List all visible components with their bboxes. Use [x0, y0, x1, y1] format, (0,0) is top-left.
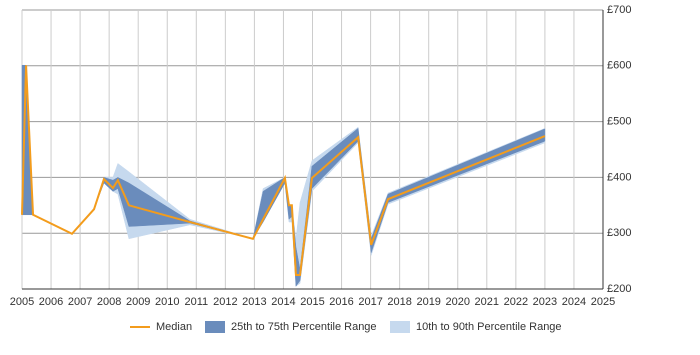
y-tick-label: £700 [607, 4, 631, 16]
legend-label: 10th to 90th Percentile Range [416, 321, 562, 333]
x-tick-label: 2006 [39, 296, 63, 308]
y-tick-label: £600 [607, 60, 631, 72]
x-tick-label: 2012 [213, 296, 237, 308]
legend-label: 25th to 75th Percentile Range [231, 321, 377, 333]
legend-swatch [205, 321, 225, 333]
y-tick-label: £500 [607, 116, 631, 128]
median-line [21, 65, 546, 277]
x-tick-label: 2019 [416, 296, 440, 308]
legend-label: Median [156, 321, 192, 333]
x-tick-label: 2013 [242, 296, 266, 308]
x-tick-label: 2010 [155, 296, 179, 308]
x-tick-label: 2022 [504, 296, 528, 308]
x-tick-label: 2016 [329, 296, 353, 308]
percentile-band [21, 64, 546, 287]
x-tick-label: 2008 [97, 296, 121, 308]
x-tick-label: 2005 [10, 296, 34, 308]
y-tick-label: £300 [607, 227, 631, 239]
x-tick-label: 2020 [446, 296, 470, 308]
x-tick-label: 2017 [358, 296, 382, 308]
x-tick-label: 2018 [387, 296, 411, 308]
y-tick-label: £200 [607, 283, 631, 295]
percentile-band [21, 64, 546, 287]
x-tick-label: 2011 [184, 296, 208, 308]
x-tick-label: 2014 [271, 296, 295, 308]
legend-swatch [390, 321, 410, 333]
x-tick-label: 2015 [300, 296, 324, 308]
x-tick-label: 2021 [475, 296, 499, 308]
x-tick-label: 2009 [126, 296, 150, 308]
x-tick-label: 2007 [68, 296, 92, 308]
x-tick-label: 2023 [533, 296, 557, 308]
x-tick-label: 2025 [591, 296, 615, 308]
x-tick-label: 2024 [562, 296, 586, 308]
y-tick-label: £400 [607, 171, 631, 183]
